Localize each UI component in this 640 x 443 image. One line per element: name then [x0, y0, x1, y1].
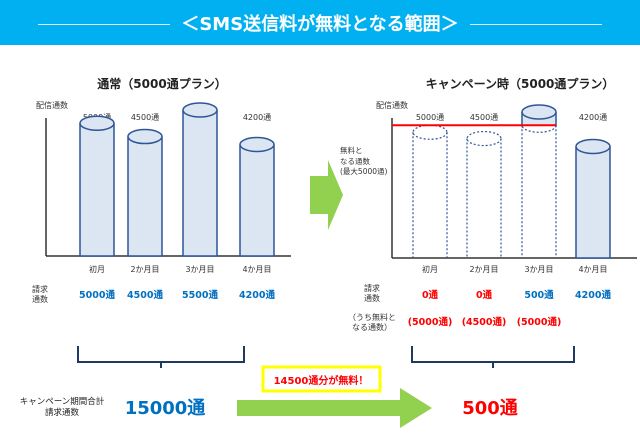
cylinder: [575, 146, 611, 259]
right-title: キャンペーン時（5000通プラン）: [426, 76, 615, 91]
cylinder-top: [182, 102, 218, 118]
free-label: なる通数: [340, 156, 370, 166]
billed-label: 請求: [364, 283, 380, 293]
month-label: 4か月目: [578, 265, 607, 274]
billed-label: 請求: [32, 284, 48, 294]
billed-count: 5500通: [182, 290, 218, 301]
divider: [470, 24, 602, 25]
cylinder: [79, 123, 115, 257]
count-label: 4200通: [579, 112, 607, 122]
free-cylinder-top: [412, 124, 448, 140]
divider: [38, 24, 170, 25]
month-label: 2か月目: [469, 265, 498, 274]
count-label: 4500通: [131, 112, 159, 122]
right-axis-label: 配信通数: [376, 100, 408, 110]
count-label: 4500通: [470, 112, 498, 122]
free-label: 無料と: [340, 145, 363, 155]
cylinder-top: [575, 138, 611, 155]
free-count: (5000通): [408, 317, 453, 328]
free-cylinder: [466, 138, 502, 258]
month-label: 初月: [422, 264, 438, 274]
cylinder-top: [127, 128, 163, 145]
callout-text: 14500通分が無料！: [274, 374, 369, 387]
free-label: (最大5000通): [340, 166, 388, 176]
cylinder-top: [79, 115, 115, 132]
billed-count: 500通: [524, 290, 554, 301]
billed-count: 0通: [422, 290, 439, 301]
month-label: 4か月目: [242, 265, 271, 274]
summary-label: キャンペーン期間合計: [20, 396, 105, 407]
month-label: 3か月目: [185, 265, 214, 274]
page-title: ＜SMS送信料が無料となる範囲＞: [181, 14, 459, 35]
free-cylinder: [412, 132, 448, 258]
arrow-right-icon: [237, 388, 432, 428]
summary-label: 請求通数: [45, 407, 80, 418]
billed-count: 4500通: [127, 290, 163, 301]
count-label: 4200通: [243, 112, 271, 122]
month-label: 3か月目: [524, 265, 553, 274]
free-cylinder-top: [466, 130, 502, 147]
billed-label: 通数: [32, 294, 48, 304]
right-brace: [411, 346, 575, 368]
billed-count: 4200通: [575, 290, 611, 301]
transition-arrow-icon: [310, 160, 343, 230]
left-axis-label: 配信通数: [36, 100, 68, 110]
free-row-label: なる通数）: [352, 322, 392, 332]
month-label: 初月: [89, 264, 105, 274]
free-count: (4500通): [462, 317, 507, 328]
billed-count: 4200通: [239, 290, 275, 301]
billed-cylinder-top: [521, 104, 557, 120]
cylinder: [182, 110, 218, 257]
billed-count: 5000通: [79, 290, 115, 301]
left-title: 通常（5000通プラン）: [97, 76, 226, 91]
billed-count: 0通: [476, 290, 493, 301]
cylinder-top: [239, 136, 275, 153]
cylinder: [127, 136, 163, 257]
header-banner: ＜SMS送信料が無料となる範囲＞: [0, 0, 640, 45]
left-brace: [77, 346, 245, 368]
campaign-total: 500通: [462, 398, 518, 419]
billed-label: 通数: [364, 293, 380, 303]
count-label: 5000通: [416, 112, 444, 122]
normal-total: 15000通: [125, 398, 206, 419]
callout-box: [261, 365, 382, 393]
cylinder: [239, 144, 275, 257]
month-label: 2か月目: [130, 265, 159, 274]
free-count: (5000通): [517, 317, 562, 328]
free-cylinder: [521, 125, 557, 258]
free-row-label: （うち無料と: [348, 312, 396, 322]
